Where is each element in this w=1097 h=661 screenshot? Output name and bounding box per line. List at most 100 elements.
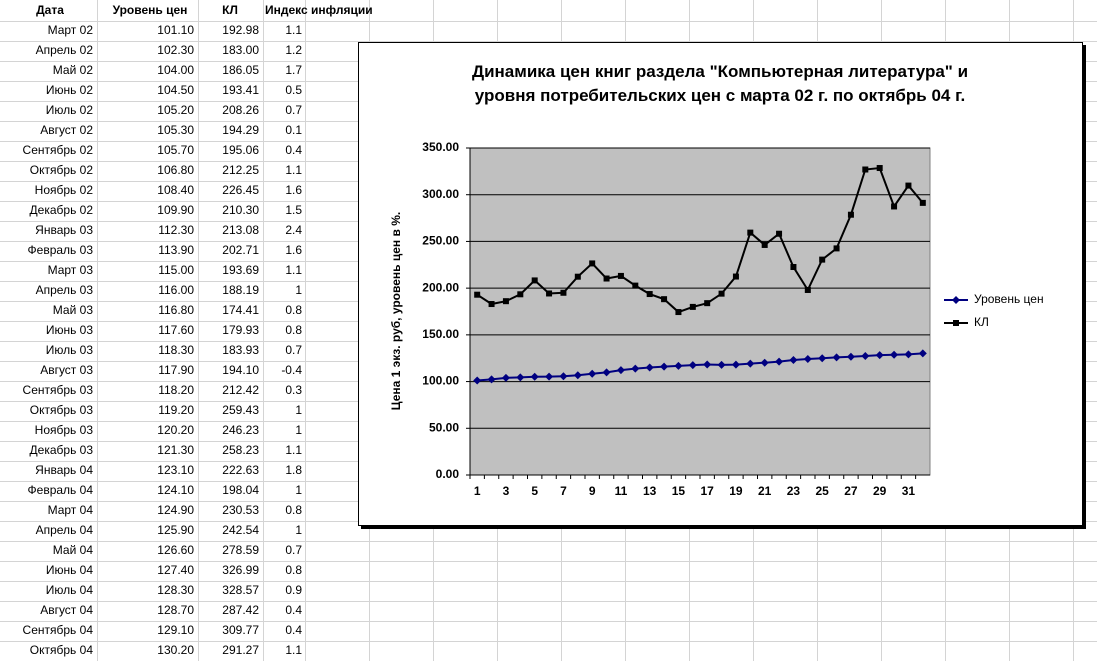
marker — [560, 289, 567, 296]
date-cell: Июнь 04 — [46, 563, 94, 577]
legend-label: Уровень цен — [974, 292, 1044, 306]
value-cell: 0.7 — [285, 543, 302, 557]
value-cell: 1.2 — [285, 43, 302, 57]
marker — [617, 272, 624, 279]
value-cell: 192.98 — [222, 23, 259, 37]
value-cell: 198.04 — [222, 483, 259, 497]
value-cell: 194.29 — [222, 123, 259, 137]
value-cell: 1.6 — [285, 183, 302, 197]
value-cell: 0.5 — [285, 83, 302, 97]
marker — [905, 182, 912, 189]
x-tick-label: 25 — [816, 484, 830, 498]
value-cell: 210.30 — [222, 203, 259, 217]
value-cell: 183.93 — [222, 343, 259, 357]
marker — [818, 354, 827, 363]
value-cell: 0.8 — [285, 563, 302, 577]
marker — [833, 245, 840, 252]
value-cell: 128.70 — [157, 603, 194, 617]
value-cell: 124.90 — [157, 503, 194, 517]
value-cell: 291.27 — [222, 643, 259, 657]
marker — [862, 166, 869, 173]
marker — [660, 362, 669, 371]
value-cell: 0.3 — [285, 383, 302, 397]
y-tick-label: 350.00 — [422, 140, 459, 154]
marker — [953, 320, 959, 326]
marker — [776, 230, 783, 237]
value-cell: 259.43 — [222, 403, 259, 417]
marker — [474, 291, 481, 298]
value-cell: 230.53 — [222, 503, 259, 517]
date-cell: Июнь 03 — [46, 323, 94, 337]
marker — [632, 282, 639, 289]
column-header: КЛ — [222, 3, 238, 17]
value-cell: 0.4 — [285, 143, 302, 157]
value-cell: 108.40 — [157, 183, 194, 197]
value-cell: 119.20 — [158, 403, 194, 417]
marker — [531, 277, 538, 284]
marker — [689, 303, 696, 310]
x-tick-label: 3 — [503, 484, 510, 498]
value-cell: 1.7 — [285, 63, 302, 77]
value-cell: 128.30 — [157, 583, 194, 597]
value-cell: 125.90 — [157, 523, 194, 537]
value-cell: 0.8 — [285, 303, 302, 317]
marker — [846, 352, 855, 361]
marker — [875, 351, 884, 360]
value-cell: 112.30 — [158, 223, 194, 237]
marker — [559, 372, 568, 381]
y-tick-label: 100.00 — [422, 374, 459, 388]
x-tick-label: 27 — [844, 484, 858, 498]
date-cell: Август 04 — [40, 603, 93, 617]
value-cell: 115.00 — [158, 263, 194, 277]
date-cell: Октябрь 02 — [30, 163, 94, 177]
value-cell: 105.70 — [157, 143, 194, 157]
value-cell: 1 — [295, 283, 302, 297]
marker — [804, 286, 811, 293]
date-cell: Февраль 03 — [28, 243, 94, 257]
value-cell: 193.69 — [222, 263, 259, 277]
marker — [631, 364, 640, 373]
value-cell: 127.40 — [157, 563, 194, 577]
date-cell: Ноябрь 03 — [35, 423, 94, 437]
marker — [688, 361, 697, 370]
x-tick-label: 15 — [672, 484, 686, 498]
value-cell: 120.20 — [157, 423, 194, 437]
marker — [602, 368, 611, 377]
marker — [717, 360, 726, 369]
value-cell: 1.5 — [285, 203, 302, 217]
value-cell: 104.50 — [157, 83, 194, 97]
marker — [530, 372, 539, 381]
marker — [832, 353, 841, 362]
value-cell: 1.8 — [285, 463, 302, 477]
y-tick-label: 200.00 — [422, 280, 459, 294]
x-tick-label: 13 — [643, 484, 657, 498]
marker — [517, 291, 524, 298]
marker — [803, 355, 812, 364]
marker — [573, 371, 582, 380]
value-cell: 194.10 — [222, 363, 259, 377]
marker — [675, 309, 682, 316]
value-cell: 1.1 — [285, 23, 302, 37]
value-cell: 121.30 — [157, 443, 194, 457]
value-cell: 116.80 — [158, 303, 194, 317]
value-cell: 179.93 — [222, 323, 259, 337]
date-cell: Апрель 04 — [36, 523, 94, 537]
chart-title: Динамика цен книг раздела "Компьютерная … — [471, 62, 969, 105]
date-cell: Апрель 03 — [36, 283, 94, 297]
y-axis-label: Цена 1 экз. руб, уровень цен в %. — [389, 212, 403, 410]
value-cell: 109.90 — [157, 203, 194, 217]
marker — [904, 350, 913, 359]
value-cell: 1.1 — [285, 163, 302, 177]
marker — [891, 203, 898, 210]
value-cell: 0.8 — [285, 503, 302, 517]
date-cell: Март 03 — [48, 263, 94, 277]
date-cell: Декабрь 02 — [30, 203, 94, 217]
date-cell: Октябрь 04 — [30, 643, 94, 657]
marker — [847, 211, 854, 218]
plot-area — [469, 147, 931, 476]
marker — [704, 300, 711, 307]
value-cell: 202.71 — [222, 243, 259, 257]
y-tick-label: 250.00 — [422, 234, 459, 248]
value-cell: 0.7 — [285, 103, 302, 117]
